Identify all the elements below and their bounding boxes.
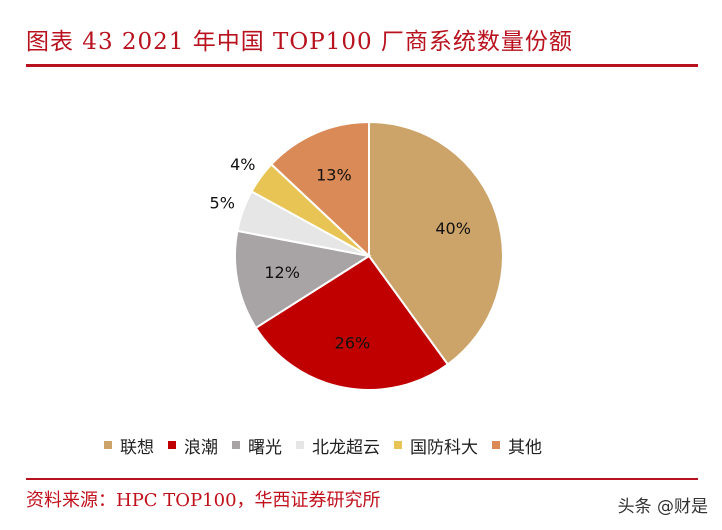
pie-slice-2 xyxy=(254,254,450,391)
pie-slice-1 xyxy=(368,120,504,366)
legend-item-5: 国防科大 xyxy=(394,433,478,458)
pie-label-2: 26% xyxy=(335,333,371,352)
legend-label: 浪潮 xyxy=(184,437,218,458)
pie-label-6: 13% xyxy=(316,165,352,184)
legend-swatch xyxy=(296,441,304,449)
legend-label: 北龙超云 xyxy=(312,437,380,458)
pie-label-3: 12% xyxy=(264,263,300,282)
pie-label-4: 5% xyxy=(210,194,235,213)
pie-label-1: 40% xyxy=(435,219,471,238)
legend-item-3: 曙光 xyxy=(232,433,282,458)
legend-label: 其他 xyxy=(508,437,542,458)
legend-swatch xyxy=(394,441,402,449)
legend: 联想 浪潮 曙光 北龙超云 国防科大 其他 xyxy=(104,433,542,458)
pie-slice-6 xyxy=(269,120,370,259)
title-divider xyxy=(26,64,698,67)
pie-slice-3 xyxy=(234,229,372,330)
legend-swatch xyxy=(104,441,112,449)
legend-swatch xyxy=(168,441,176,449)
legend-label: 曙光 xyxy=(248,437,282,458)
legend-item-4: 北龙超云 xyxy=(296,433,380,458)
legend-label: 国防科大 xyxy=(410,437,478,458)
chart-title: 图表 43 2021 年中国 TOP100 厂商系统数量份额 xyxy=(26,29,573,55)
legend-item-6: 其他 xyxy=(492,433,542,458)
legend-item-2: 浪潮 xyxy=(168,433,218,458)
pie-label-5: 4% xyxy=(230,155,255,174)
legend-swatch xyxy=(232,441,240,449)
watermark: 头条 @财是 xyxy=(617,497,708,517)
legend-label: 联想 xyxy=(120,437,154,458)
source-divider xyxy=(26,478,698,480)
legend-item-1: 联想 xyxy=(104,433,154,458)
source-note: 资料来源：HPC TOP100，华西证券研究所 xyxy=(26,490,381,511)
legend-swatch xyxy=(492,441,500,449)
